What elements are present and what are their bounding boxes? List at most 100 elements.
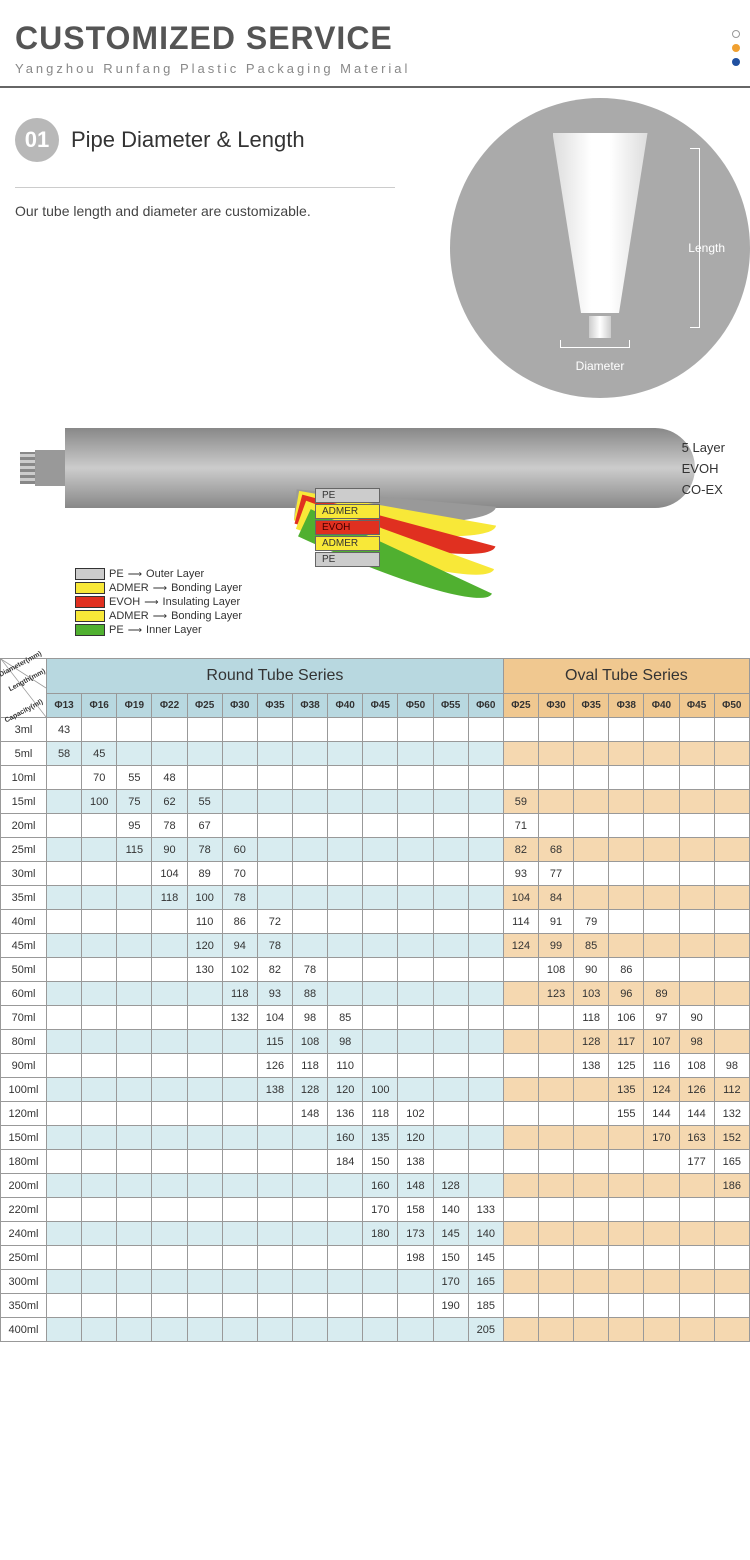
table-row: 400ml205 — [1, 1318, 750, 1342]
table-row: 5ml5845 — [1, 742, 750, 766]
round-cell: 95 — [117, 814, 152, 838]
oval-cell — [538, 1294, 573, 1318]
oval-cell — [609, 1126, 644, 1150]
round-cell: 48 — [152, 766, 187, 790]
round-cell — [117, 958, 152, 982]
oval-cell — [503, 1174, 538, 1198]
table-row: 25ml1159078608268 — [1, 838, 750, 862]
round-cell — [257, 1150, 292, 1174]
oval-cell — [574, 1246, 609, 1270]
round-cell — [47, 1318, 82, 1342]
oval-cell — [538, 1102, 573, 1126]
round-cell — [292, 718, 327, 742]
table-row: 100ml138128120100135124126112 — [1, 1078, 750, 1102]
round-cell — [117, 1318, 152, 1342]
label-evoh: EVOH — [682, 459, 725, 480]
capacity-cell: 90ml — [1, 1054, 47, 1078]
round-cell: 120 — [398, 1126, 433, 1150]
oval-cell — [609, 1318, 644, 1342]
round-cell — [152, 910, 187, 934]
round-cell — [328, 958, 363, 982]
round-cell — [222, 1078, 257, 1102]
table-row: 220ml170158140133 — [1, 1198, 750, 1222]
round-cell — [152, 982, 187, 1006]
capacity-cell: 120ml — [1, 1102, 47, 1126]
round-cell — [398, 862, 433, 886]
round-cell — [187, 1054, 222, 1078]
oval-cell — [574, 814, 609, 838]
round-col-header: Φ35 — [257, 694, 292, 718]
round-cell — [292, 838, 327, 862]
oval-cell — [574, 1318, 609, 1342]
round-cell — [328, 934, 363, 958]
legend-row: ADMER⟶Bonding Layer — [75, 582, 242, 594]
round-cell — [187, 1294, 222, 1318]
round-cell — [292, 766, 327, 790]
layer-legend: PE⟶Outer LayerADMER⟶Bonding LayerEVOH⟶In… — [75, 568, 242, 638]
round-cell — [363, 742, 398, 766]
round-cell — [433, 862, 468, 886]
oval-cell — [609, 1198, 644, 1222]
oval-cell: 135 — [609, 1078, 644, 1102]
oval-cell — [714, 910, 749, 934]
table-row: 50ml13010282781089086 — [1, 958, 750, 982]
oval-cell — [679, 1246, 714, 1270]
legend-role: Bonding Layer — [171, 582, 242, 594]
oval-cell — [609, 838, 644, 862]
round-cell — [152, 1030, 187, 1054]
capacity-cell: 30ml — [1, 862, 47, 886]
round-cell — [152, 742, 187, 766]
round-cell — [222, 1150, 257, 1174]
capacity-cell: 25ml — [1, 838, 47, 862]
oval-cell: 186 — [714, 1174, 749, 1198]
oval-cell — [609, 1174, 644, 1198]
oval-cell — [679, 1222, 714, 1246]
tube-icon — [553, 133, 648, 363]
round-cell: 70 — [82, 766, 117, 790]
round-cell: 100 — [82, 790, 117, 814]
round-cell — [47, 1198, 82, 1222]
oval-cell: 116 — [644, 1054, 679, 1078]
oval-cell: 93 — [503, 862, 538, 886]
oval-cell — [714, 838, 749, 862]
oval-cell: 82 — [503, 838, 538, 862]
round-cell: 148 — [292, 1102, 327, 1126]
round-cell: 173 — [398, 1222, 433, 1246]
round-cell: 133 — [468, 1198, 503, 1222]
round-cell — [82, 718, 117, 742]
round-cell — [47, 814, 82, 838]
round-cell — [328, 766, 363, 790]
oval-cell: 124 — [644, 1078, 679, 1102]
round-cell — [363, 718, 398, 742]
oval-cell — [538, 1054, 573, 1078]
oval-cell — [503, 718, 538, 742]
round-cell: 118 — [292, 1054, 327, 1078]
oval-cell — [644, 958, 679, 982]
round-cell — [468, 862, 503, 886]
round-cell: 118 — [152, 886, 187, 910]
oval-cell — [574, 862, 609, 886]
oval-cell: 104 — [503, 886, 538, 910]
round-cell: 78 — [152, 814, 187, 838]
oval-cell — [644, 718, 679, 742]
legend-color-icon — [75, 582, 105, 594]
oval-cell — [679, 1198, 714, 1222]
oval-cell — [644, 886, 679, 910]
round-cell — [363, 814, 398, 838]
label-5layer: 5 Layer — [682, 438, 725, 459]
round-cell — [398, 742, 433, 766]
oval-cell: 59 — [503, 790, 538, 814]
round-cell — [47, 1222, 82, 1246]
round-cell — [187, 1198, 222, 1222]
capacity-cell: 5ml — [1, 742, 47, 766]
oval-cell: 177 — [679, 1150, 714, 1174]
oval-cell — [503, 1318, 538, 1342]
table-row: 20ml95786771 — [1, 814, 750, 838]
oval-cell: 126 — [679, 1078, 714, 1102]
round-cell — [82, 1222, 117, 1246]
legend-row: PE⟶Outer Layer — [75, 568, 242, 580]
oval-cell — [644, 766, 679, 790]
round-cell — [398, 718, 433, 742]
legend-role: Inner Layer — [146, 624, 202, 636]
oval-cell — [679, 814, 714, 838]
